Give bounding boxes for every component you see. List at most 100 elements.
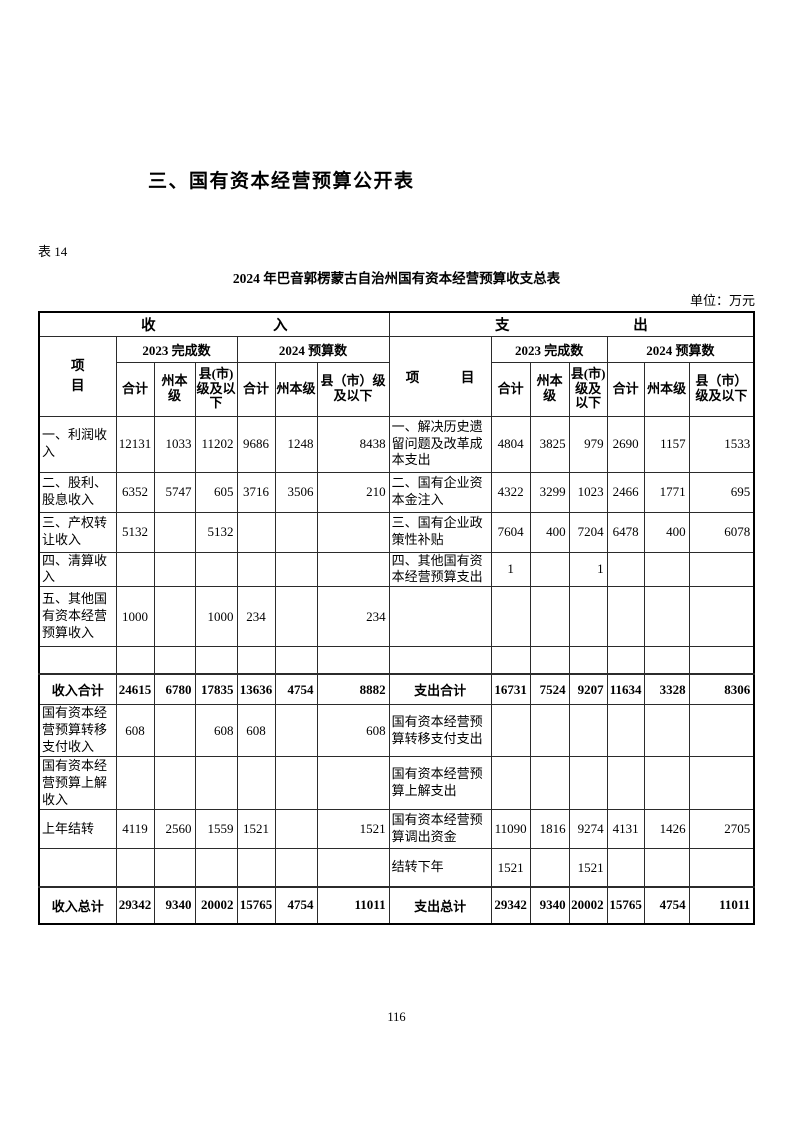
value-cell: 6352 <box>115 471 155 513</box>
value-cell: 1 <box>568 551 608 588</box>
col-header-prefecture: 州本级 <box>529 361 570 417</box>
value-cell: 4754 <box>274 885 318 925</box>
value-cell <box>153 646 196 675</box>
value-cell <box>194 848 238 888</box>
value-cell <box>194 646 238 675</box>
section-heading: 三、国有资本经营预算公开表 <box>148 171 415 192</box>
value-cell: 7204 <box>568 511 608 553</box>
value-cell <box>529 756 570 811</box>
expense-item-label: 国有资本经营预算转移支付支出 <box>388 704 492 758</box>
value-cell: 2705 <box>688 809 755 850</box>
expense-item-label: 支出总计 <box>388 885 492 925</box>
value-cell <box>688 551 755 588</box>
value-cell: 29342 <box>115 885 155 925</box>
value-cell <box>274 809 318 850</box>
value-cell <box>606 756 645 811</box>
income-item-label: 一、利润收入 <box>38 415 117 473</box>
value-cell: 1816 <box>529 809 570 850</box>
value-cell: 4754 <box>643 885 690 925</box>
budget-table: 收 入 支 出 项 目 2023 完 <box>38 311 756 925</box>
table-row: 二、股利、股息收入 6352 5747 605 3716 3506 210 二、国有企业资本金… <box>38 471 755 513</box>
expense-item-label <box>388 646 492 675</box>
expense-header-char: 支 <box>495 317 510 334</box>
value-cell <box>316 551 390 588</box>
value-cell <box>643 848 690 888</box>
value-cell: 8882 <box>316 672 390 706</box>
value-cell <box>236 756 276 811</box>
income-item-label <box>38 646 117 675</box>
value-cell: 608 <box>194 704 238 758</box>
table-row: 四、清算收入 四、其他国有资本经营预算支出 1 1 <box>38 551 755 588</box>
value-cell <box>568 586 608 648</box>
value-cell: 1157 <box>643 415 690 473</box>
col-header-total: 合计 <box>115 361 155 417</box>
value-cell <box>236 646 276 675</box>
value-cell <box>490 704 531 758</box>
table-row <box>38 646 755 675</box>
value-cell <box>529 704 570 758</box>
value-cell: 4804 <box>490 415 531 473</box>
income-item-label: 二、股利、股息收入 <box>38 471 117 513</box>
value-cell: 1521 <box>316 809 390 850</box>
value-cell <box>153 848 196 888</box>
value-cell <box>274 756 318 811</box>
value-cell <box>606 551 645 588</box>
value-cell: 5747 <box>153 471 196 513</box>
expense-item-label <box>388 586 492 648</box>
value-cell <box>490 586 531 648</box>
value-cell <box>606 646 645 675</box>
value-cell: 3506 <box>274 471 318 513</box>
value-cell <box>316 756 390 811</box>
table-row: 收入合计 24615 6780 17835 13636 4754 8882 支出合计 16731… <box>38 672 755 706</box>
value-cell <box>274 511 318 553</box>
value-cell: 1771 <box>643 471 690 513</box>
value-cell: 15765 <box>236 885 276 925</box>
table-subheader-row: 合计 州本级 县(市)级及以下 合计 州本级 县（市）级及以下 合计 州本级 县… <box>39 361 755 417</box>
value-cell: 608 <box>316 704 390 758</box>
expense-2024-budget-header: 2024 预算数 <box>606 335 755 363</box>
value-cell: 4131 <box>606 809 645 850</box>
value-cell: 7604 <box>490 511 531 553</box>
value-cell <box>688 586 755 648</box>
value-cell <box>153 551 196 588</box>
col-header-total: 合计 <box>490 361 531 417</box>
table-row: 上年结转 4119 2560 1559 1521 1521 国有资本经营预算调出资金 1109… <box>38 809 755 850</box>
value-cell: 5132 <box>194 511 238 553</box>
value-cell: 1521 <box>490 848 531 888</box>
value-cell: 13636 <box>236 672 276 706</box>
expense-item-label: 四、其他国有资本经营预算支出 <box>388 551 492 588</box>
value-cell <box>606 704 645 758</box>
value-cell <box>688 848 755 888</box>
value-cell <box>490 756 531 811</box>
value-cell: 1033 <box>153 415 196 473</box>
value-cell <box>274 586 318 648</box>
income-item-label: 三、产权转让收入 <box>38 511 117 553</box>
value-cell: 2690 <box>606 415 645 473</box>
value-cell: 6078 <box>688 511 755 553</box>
value-cell: 11202 <box>194 415 238 473</box>
col-header-county: 县(市)级及以下 <box>194 361 238 417</box>
expense-item-label: 结转下年 <box>388 848 492 888</box>
income-item-column-header: 项 目 <box>38 335 117 417</box>
value-cell: 234 <box>316 586 390 648</box>
value-cell: 9207 <box>568 672 608 706</box>
value-cell <box>194 756 238 811</box>
value-cell <box>643 704 690 758</box>
value-cell: 608 <box>236 704 276 758</box>
table-number: 表 14 <box>38 244 68 259</box>
value-cell <box>316 646 390 675</box>
value-cell: 8306 <box>688 672 755 706</box>
col-header-county: 县（市）级及以下 <box>316 361 390 417</box>
value-cell: 695 <box>688 471 755 513</box>
value-cell: 400 <box>529 511 570 553</box>
value-cell: 1000 <box>194 586 238 648</box>
value-cell: 6780 <box>153 672 196 706</box>
income-item-label: 四、清算收入 <box>38 551 117 588</box>
value-cell: 11090 <box>490 809 531 850</box>
value-cell: 6478 <box>606 511 645 553</box>
value-cell: 1533 <box>688 415 755 473</box>
value-cell: 1521 <box>236 809 276 850</box>
value-cell: 5132 <box>115 511 155 553</box>
income-header-char: 收 <box>141 317 156 334</box>
